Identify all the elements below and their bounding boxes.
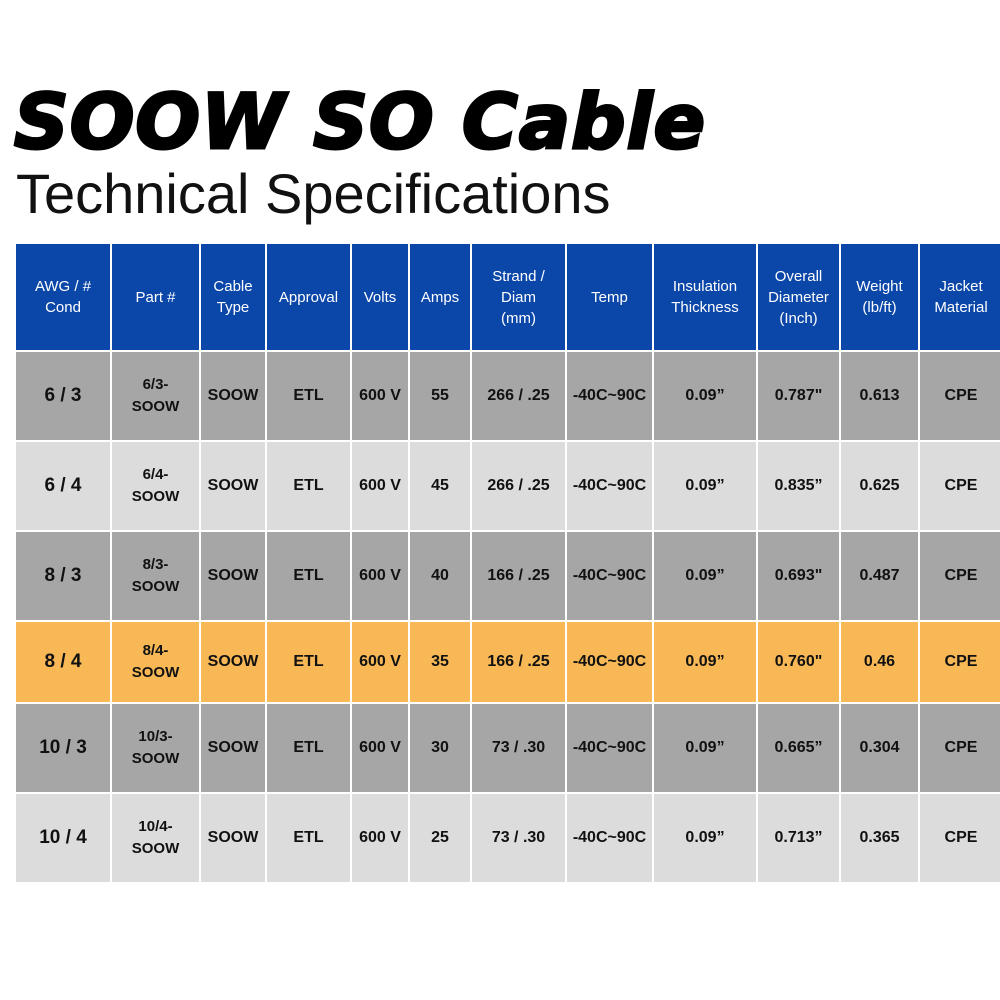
cell-diameter: 0.693" bbox=[756, 530, 841, 622]
cell-awg: 10 / 4 bbox=[14, 792, 112, 884]
cell-insulation: 0.09” bbox=[652, 792, 758, 884]
cell-amps: 25 bbox=[408, 792, 472, 884]
cell-part: 10/3- SOOW bbox=[110, 702, 201, 794]
cell-diameter: 0.787" bbox=[756, 350, 841, 442]
cell-awg: 6 / 3 bbox=[14, 350, 112, 442]
cell-type: SOOW bbox=[199, 792, 267, 884]
table-row-highlighted: 8 / 4 8/4- SOOW SOOW ETL 600 V 35 166 / .… bbox=[14, 620, 1000, 704]
cell-strand: 266 / .25 bbox=[470, 440, 567, 532]
cell-approval: ETL bbox=[265, 620, 352, 704]
cell-type: SOOW bbox=[199, 702, 267, 794]
cell-type: SOOW bbox=[199, 350, 267, 442]
cell-type: SOOW bbox=[199, 440, 267, 532]
cell-strand: 73 / .30 bbox=[470, 792, 567, 884]
cell-amps: 35 bbox=[408, 620, 472, 704]
cell-amps: 40 bbox=[408, 530, 472, 622]
cell-weight: 0.487 bbox=[839, 530, 920, 622]
cell-awg: 6 / 4 bbox=[14, 440, 112, 532]
cell-type: SOOW bbox=[199, 620, 267, 704]
cell-volts: 600 V bbox=[350, 792, 410, 884]
cell-weight: 0.46 bbox=[839, 620, 920, 704]
cell-strand: 166 / .25 bbox=[470, 530, 567, 622]
cell-awg: 8 / 3 bbox=[14, 530, 112, 622]
cell-volts: 600 V bbox=[350, 620, 410, 704]
cell-part: 8/4- SOOW bbox=[110, 620, 201, 704]
col-header-amps: Amps bbox=[408, 242, 472, 352]
cell-approval: ETL bbox=[265, 350, 352, 442]
cell-approval: ETL bbox=[265, 530, 352, 622]
col-header-cable-type: Cable Type bbox=[199, 242, 267, 352]
cell-weight: 0.613 bbox=[839, 350, 920, 442]
cell-temp: -40C~90C bbox=[565, 440, 654, 532]
cell-temp: -40C~90C bbox=[565, 620, 654, 704]
cell-temp: -40C~90C bbox=[565, 792, 654, 884]
cell-diameter: 0.835” bbox=[756, 440, 841, 532]
col-header-part: Part # bbox=[110, 242, 201, 352]
cell-jacket: CPE bbox=[918, 350, 1000, 442]
cell-approval: ETL bbox=[265, 440, 352, 532]
col-header-awg: AWG / # Cond bbox=[14, 242, 112, 352]
table-row: 6 / 4 6/4- SOOW SOOW ETL 600 V 45 266 / .… bbox=[14, 440, 1000, 532]
cell-amps: 45 bbox=[408, 440, 472, 532]
table-row: 6 / 3 6/3- SOOW SOOW ETL 600 V 55 266 / .… bbox=[14, 350, 1000, 442]
cell-part: 8/3- SOOW bbox=[110, 530, 201, 622]
cell-awg: 10 / 3 bbox=[14, 702, 112, 794]
cell-approval: ETL bbox=[265, 702, 352, 794]
cell-jacket: CPE bbox=[918, 702, 1000, 794]
cell-part: 6/3- SOOW bbox=[110, 350, 201, 442]
cell-part: 6/4- SOOW bbox=[110, 440, 201, 532]
page-title: SOOW SO Cable bbox=[12, 77, 707, 166]
cell-volts: 600 V bbox=[350, 440, 410, 532]
col-header-volts: Volts bbox=[350, 242, 410, 352]
cell-temp: -40C~90C bbox=[565, 350, 654, 442]
cell-jacket: CPE bbox=[918, 620, 1000, 704]
cell-approval: ETL bbox=[265, 792, 352, 884]
cell-volts: 600 V bbox=[350, 530, 410, 622]
cell-temp: -40C~90C bbox=[565, 702, 654, 794]
spec-table: AWG / # Cond Part # Cable Type Approval Vo… bbox=[14, 242, 1000, 884]
cell-amps: 30 bbox=[408, 702, 472, 794]
cell-strand: 73 / .30 bbox=[470, 702, 567, 794]
page-subtitle: Technical Specifications bbox=[16, 162, 611, 225]
cell-weight: 0.365 bbox=[839, 792, 920, 884]
cell-diameter: 0.760" bbox=[756, 620, 841, 704]
cell-volts: 600 V bbox=[350, 702, 410, 794]
cell-jacket: CPE bbox=[918, 792, 1000, 884]
col-header-temp: Temp bbox=[565, 242, 654, 352]
cell-insulation: 0.09” bbox=[652, 530, 758, 622]
cell-diameter: 0.713” bbox=[756, 792, 841, 884]
cell-strand: 266 / .25 bbox=[470, 350, 567, 442]
cell-awg: 8 / 4 bbox=[14, 620, 112, 704]
col-header-jacket: Jacket Material bbox=[918, 242, 1000, 352]
cell-weight: 0.625 bbox=[839, 440, 920, 532]
cell-jacket: CPE bbox=[918, 440, 1000, 532]
table-row: 10 / 3 10/3- SOOW SOOW ETL 600 V 30 73 / … bbox=[14, 702, 1000, 794]
cell-insulation: 0.09” bbox=[652, 620, 758, 704]
cell-insulation: 0.09” bbox=[652, 702, 758, 794]
col-header-diameter: Overall Diameter (Inch) bbox=[756, 242, 841, 352]
col-header-weight: Weight (lb/ft) bbox=[839, 242, 920, 352]
cell-amps: 55 bbox=[408, 350, 472, 442]
cell-diameter: 0.665” bbox=[756, 702, 841, 794]
cell-volts: 600 V bbox=[350, 350, 410, 442]
cell-insulation: 0.09” bbox=[652, 440, 758, 532]
cell-weight: 0.304 bbox=[839, 702, 920, 794]
col-header-approval: Approval bbox=[265, 242, 352, 352]
col-header-insulation: Insulation Thickness bbox=[652, 242, 758, 352]
cell-type: SOOW bbox=[199, 530, 267, 622]
cell-part: 10/4- SOOW bbox=[110, 792, 201, 884]
cell-strand: 166 / .25 bbox=[470, 620, 567, 704]
table-row: 10 / 4 10/4- SOOW SOOW ETL 600 V 25 73 / … bbox=[14, 792, 1000, 884]
cell-temp: -40C~90C bbox=[565, 530, 654, 622]
col-header-strand: Strand / Diam (mm) bbox=[470, 242, 567, 352]
table-header-row: AWG / # Cond Part # Cable Type Approval Vo… bbox=[14, 242, 1000, 352]
cell-jacket: CPE bbox=[918, 530, 1000, 622]
table-row: 8 / 3 8/3- SOOW SOOW ETL 600 V 40 166 / .… bbox=[14, 530, 1000, 622]
cell-insulation: 0.09” bbox=[652, 350, 758, 442]
